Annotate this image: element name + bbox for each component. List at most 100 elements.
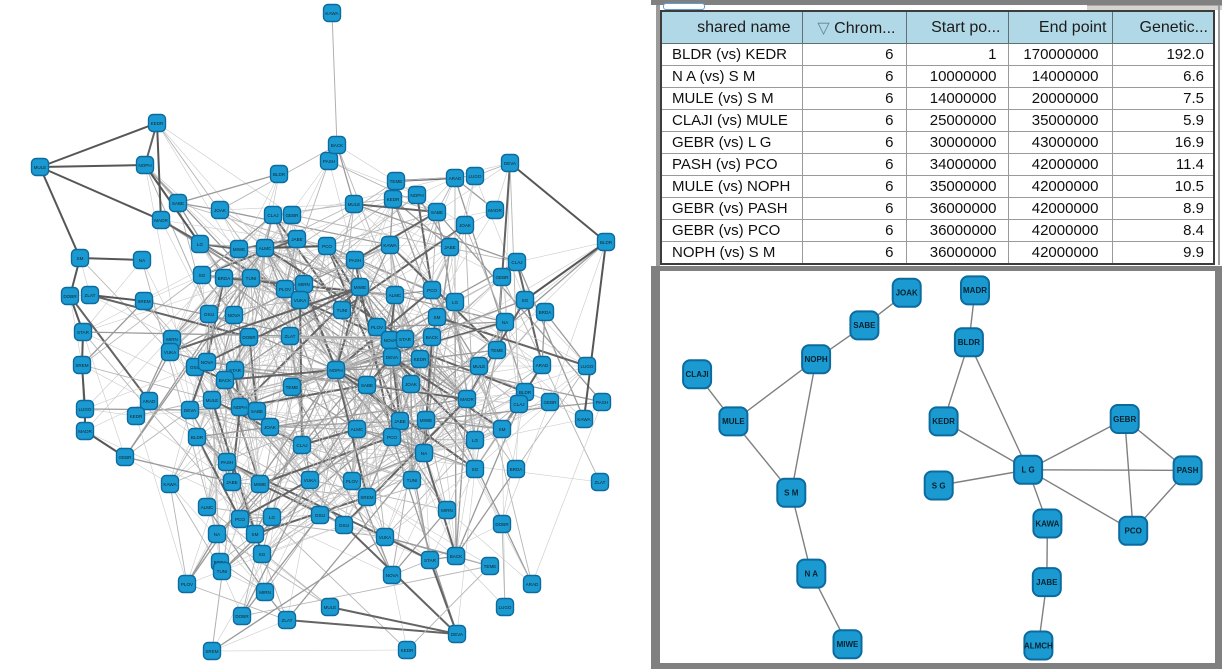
svg-text:SREM: SREM	[137, 299, 150, 304]
svg-text:NOVA: NOVA	[384, 338, 398, 343]
svg-text:PLOV: PLOV	[346, 479, 359, 484]
svg-text:STAR: STAR	[77, 330, 90, 335]
svg-text:KEDR: KEDR	[387, 197, 400, 202]
svg-text:S M: S M	[784, 489, 799, 498]
svg-text:KEDR: KEDR	[414, 357, 427, 362]
svg-text:SM: SM	[252, 532, 259, 537]
svg-text:STAR: STAR	[424, 558, 437, 563]
svg-text:CLAJ: CLAJ	[513, 402, 524, 407]
svg-text:GEBR: GEBR	[118, 455, 132, 460]
svg-text:BACK: BACK	[331, 143, 344, 148]
svg-text:S G: S G	[932, 481, 946, 490]
svg-text:GEBR: GEBR	[285, 213, 299, 218]
svg-text:SM: SM	[499, 427, 506, 432]
svg-text:NOVA: NOVA	[228, 313, 242, 318]
svg-text:ZLAT: ZLAT	[595, 480, 606, 485]
svg-text:DEVA: DEVA	[451, 632, 464, 637]
svg-text:DEVA: DEVA	[184, 408, 197, 413]
svg-text:MADR: MADR	[154, 218, 168, 223]
svg-text:KAWA: KAWA	[325, 11, 339, 16]
svg-text:TEME: TEME	[286, 385, 299, 390]
svg-text:NA: NA	[139, 258, 146, 263]
svg-text:DEVA: DEVA	[386, 355, 399, 360]
svg-text:PCO: PCO	[322, 244, 332, 249]
svg-text:MULE: MULE	[348, 202, 361, 207]
svg-text:ZLAT: ZLAT	[282, 618, 293, 623]
svg-text:LG: LG	[197, 242, 204, 247]
svg-text:JABE: JABE	[291, 237, 303, 242]
svg-text:PCO: PCO	[1125, 527, 1142, 536]
svg-text:PASH: PASH	[323, 159, 335, 164]
svg-text:PASH: PASH	[221, 460, 233, 465]
svg-text:CLAJI: CLAJI	[686, 370, 709, 379]
svg-text:BRDA: BRDA	[510, 467, 524, 472]
svg-text:SABE: SABE	[251, 409, 263, 414]
svg-text:MIWE: MIWE	[354, 285, 367, 290]
svg-text:JOAK: JOAK	[896, 289, 918, 298]
svg-text:PCO: PCO	[387, 435, 397, 440]
svg-text:TUNI: TUNI	[217, 569, 228, 574]
svg-text:MADR: MADR	[78, 429, 92, 434]
svg-text:DOBR: DOBR	[63, 294, 77, 299]
svg-text:VUKA: VUKA	[164, 350, 177, 355]
svg-text:ALMC: ALMC	[259, 246, 272, 251]
svg-text:KEDR: KEDR	[401, 648, 414, 653]
svg-text:NOPH: NOPH	[410, 193, 423, 198]
svg-text:BLDR: BLDR	[273, 172, 286, 177]
svg-text:BACK: BACK	[426, 335, 439, 340]
svg-text:MIWE: MIWE	[254, 482, 267, 487]
svg-text:VUKA: VUKA	[379, 535, 392, 540]
svg-text:PASH: PASH	[596, 400, 608, 405]
svg-text:KEDR: KEDR	[932, 417, 955, 426]
svg-text:KEDR: KEDR	[130, 414, 143, 419]
svg-text:SREM: SREM	[75, 363, 88, 368]
svg-text:CLAJ: CLAJ	[267, 213, 278, 218]
svg-text:ARAD: ARAD	[526, 582, 539, 587]
svg-text:CLAJ: CLAJ	[296, 443, 307, 448]
svg-text:TEME: TEME	[484, 564, 497, 569]
svg-text:DOBR: DOBR	[235, 614, 249, 619]
svg-text:SABE: SABE	[361, 383, 373, 388]
svg-text:MULE: MULE	[206, 398, 219, 403]
svg-text:ALMC: ALMC	[389, 293, 402, 298]
svg-text:BLDR: BLDR	[191, 435, 204, 440]
svg-text:JOAK: JOAK	[459, 223, 472, 228]
svg-text:SG: SG	[522, 298, 529, 303]
svg-text:TUNI: TUNI	[337, 308, 348, 313]
svg-text:STAR: STAR	[229, 368, 242, 373]
svg-text:JOAK: JOAK	[264, 425, 277, 430]
svg-text:VUKA: VUKA	[294, 298, 307, 303]
svg-text:MIRN: MIRN	[166, 337, 178, 342]
svg-text:PCO: PCO	[427, 288, 437, 293]
svg-text:NOPH: NOPH	[805, 355, 828, 364]
svg-text:GEBR: GEBR	[1113, 415, 1136, 424]
svg-text:SG: SG	[472, 467, 479, 472]
svg-text:JABE: JABE	[394, 419, 406, 424]
svg-text:PCO: PCO	[235, 517, 245, 522]
svg-text:LUGO: LUGO	[468, 174, 481, 179]
svg-text:MIRN: MIRN	[298, 282, 310, 287]
svg-text:BLDR: BLDR	[600, 240, 613, 245]
svg-text:OSIJ: OSIJ	[315, 513, 325, 518]
svg-text:NA: NA	[421, 451, 428, 456]
svg-text:JABE: JABE	[226, 480, 238, 485]
svg-text:SM: SM	[77, 256, 84, 261]
svg-text:TEME: TEME	[491, 348, 504, 353]
svg-text:JABE: JABE	[1036, 578, 1058, 587]
svg-text:TUNI: TUNI	[407, 478, 418, 483]
svg-text:LUGO: LUGO	[498, 605, 511, 610]
svg-text:SABE: SABE	[853, 321, 876, 330]
svg-text:PASH: PASH	[1177, 466, 1199, 475]
svg-text:ZLAT: ZLAT	[85, 293, 96, 298]
svg-text:MADR: MADR	[488, 208, 502, 213]
svg-text:ZLAT: ZLAT	[285, 334, 296, 339]
svg-text:MIWE: MIWE	[233, 247, 246, 252]
svg-text:TUNI: TUNI	[246, 276, 257, 281]
svg-text:DOBR: DOBR	[495, 522, 509, 527]
svg-text:ALMCH: ALMCH	[1024, 641, 1053, 650]
svg-text:BACK: BACK	[219, 378, 232, 383]
svg-text:ALMC: ALMC	[351, 427, 364, 432]
svg-text:N A: N A	[805, 569, 819, 578]
svg-text:MIRN: MIRN	[441, 508, 453, 513]
svg-text:PLOV: PLOV	[279, 287, 292, 292]
